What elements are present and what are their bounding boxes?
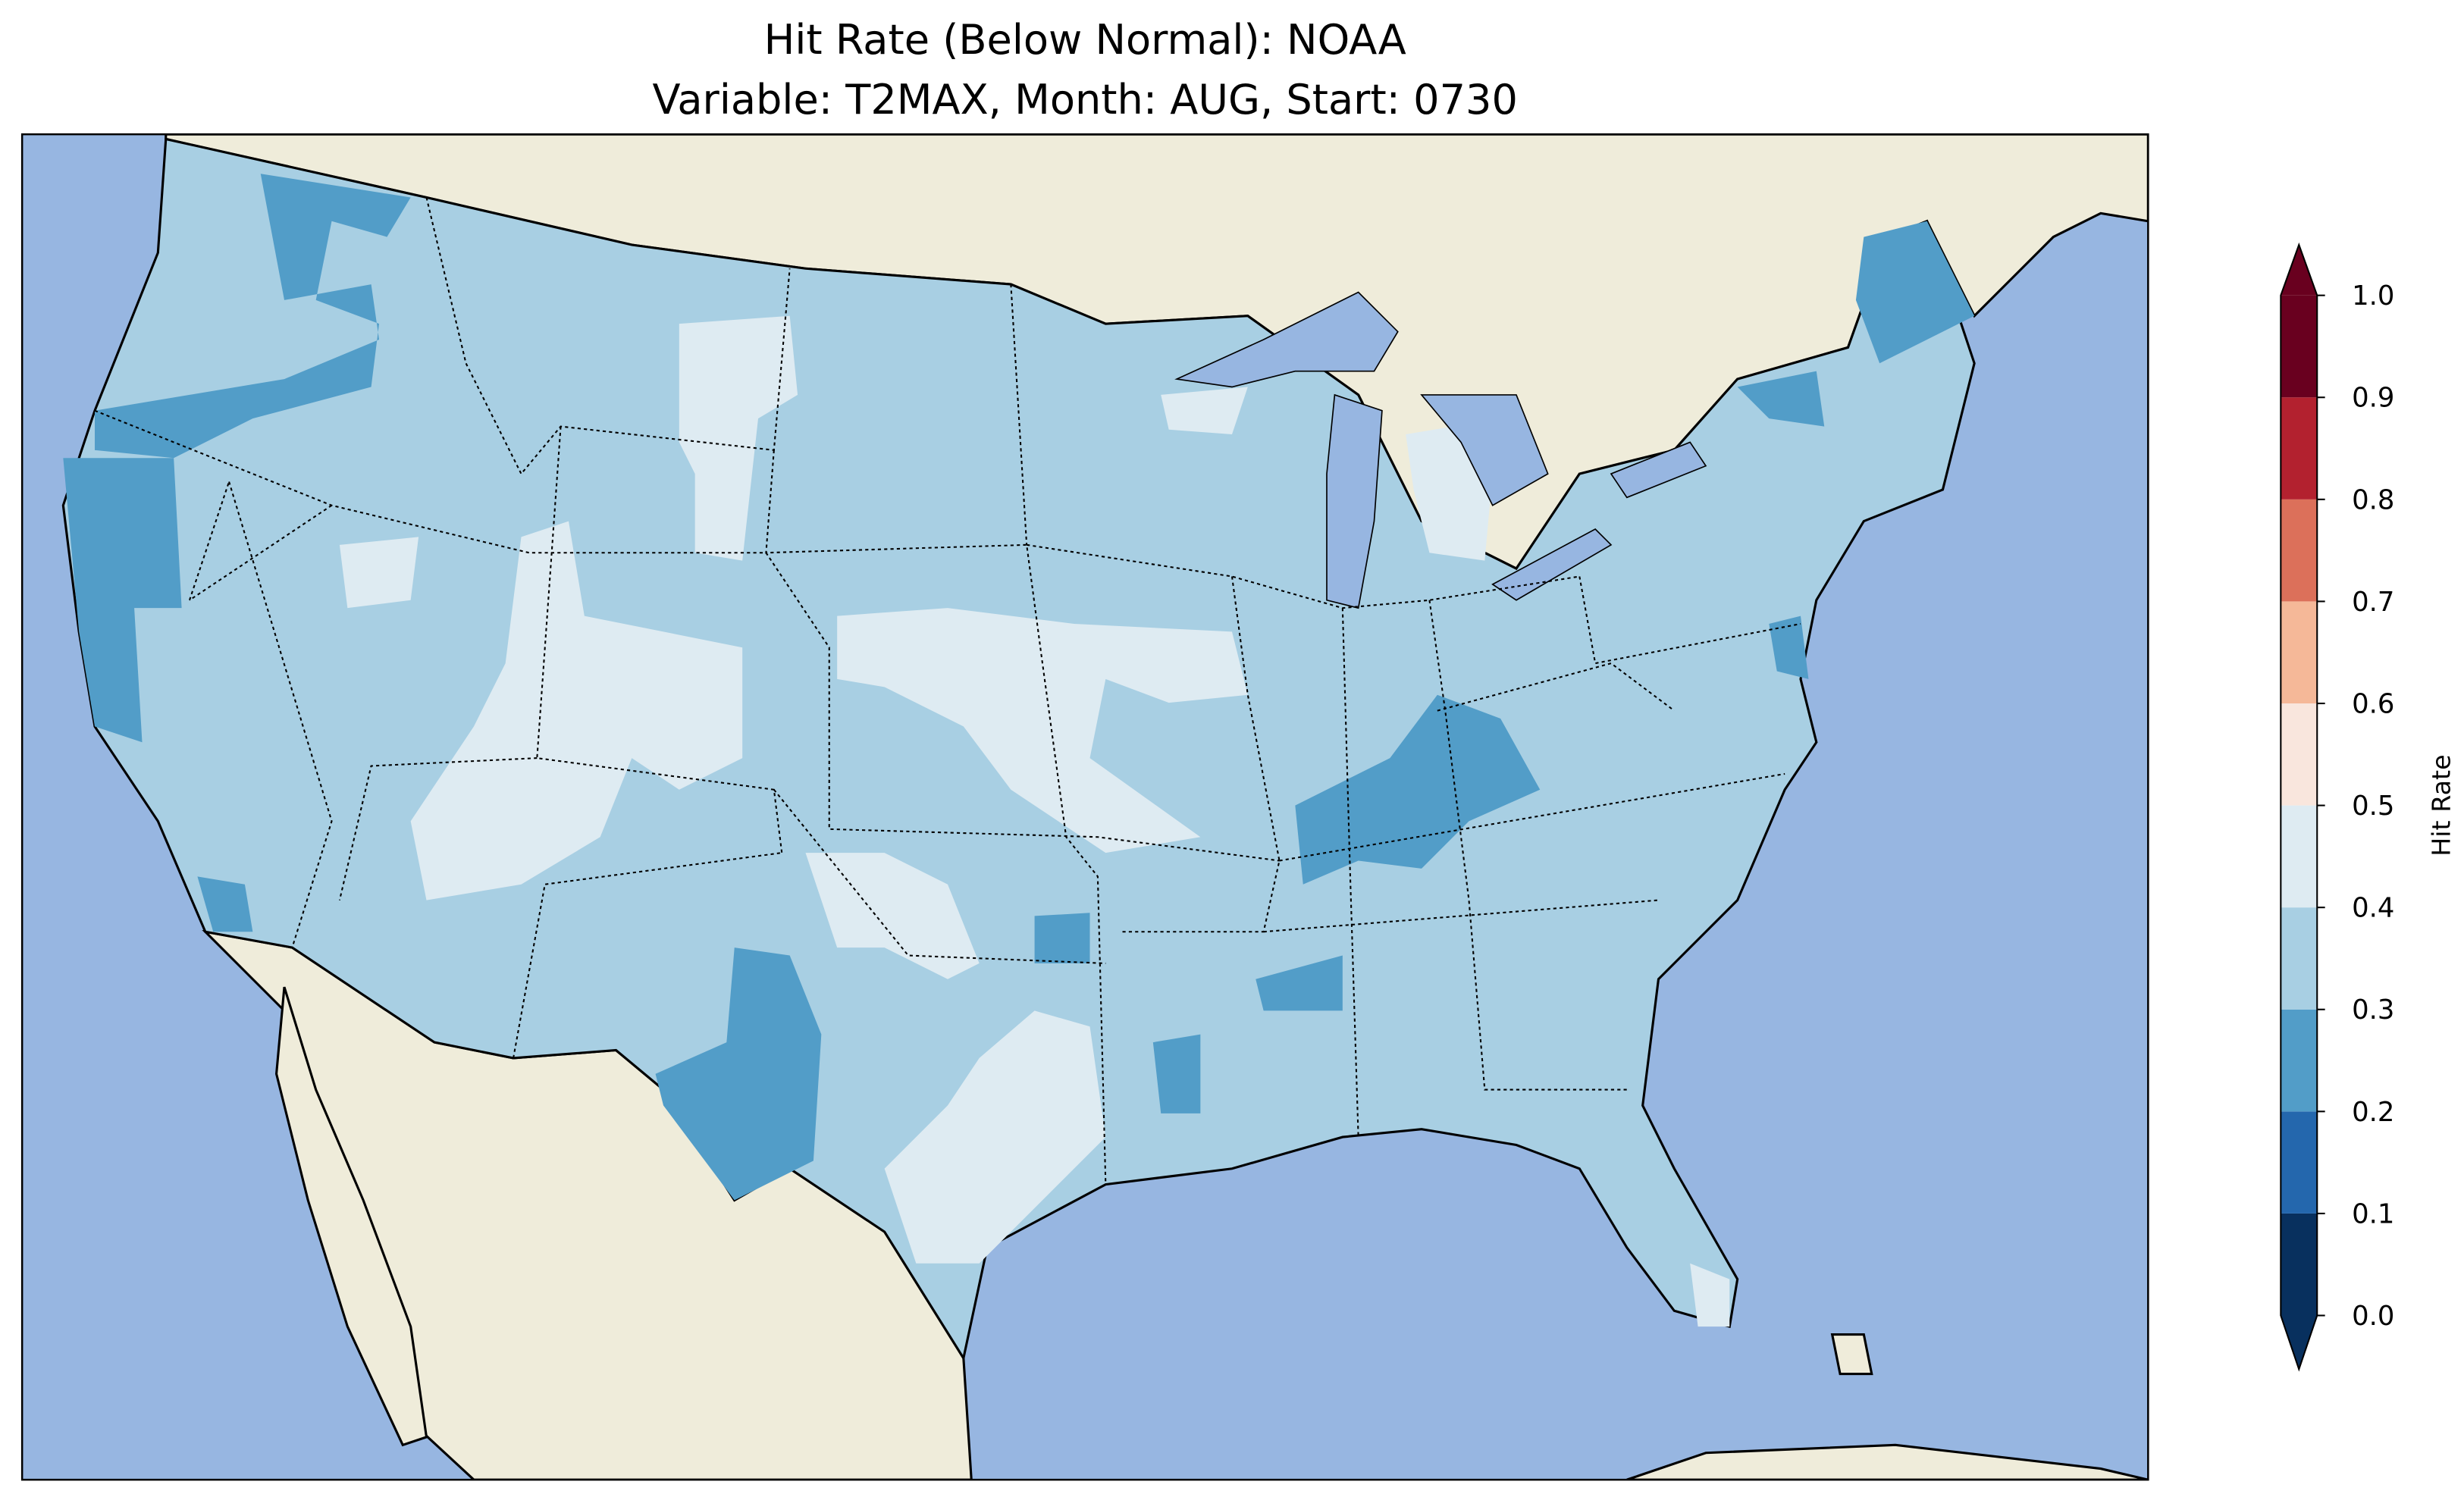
lake-michigan	[1326, 393, 1383, 609]
region-central-texas	[884, 1010, 1106, 1264]
region-pacific-northwest	[95, 174, 411, 459]
baja-land	[275, 986, 428, 1447]
map-axes	[20, 133, 2149, 1481]
colorbar-segment	[2281, 397, 2318, 500]
region-maine	[1855, 221, 1975, 364]
lake-superior	[1174, 291, 1399, 388]
colorbar-segment	[2281, 1213, 2318, 1316]
colorbar-segment	[2281, 1111, 2318, 1214]
colorbar-segment	[2281, 703, 2318, 806]
colorbar-tick-label: 0.6	[2352, 689, 2394, 720]
colorbar-tick-label: 0.9	[2352, 383, 2394, 414]
colorbar-tick-label: 0.8	[2352, 484, 2394, 515]
colorbar-tick-label: 0.3	[2352, 994, 2394, 1026]
colorbar-tick-label: 0.7	[2352, 587, 2394, 618]
region-new-york	[1737, 371, 1825, 427]
region-oklahoma	[1034, 913, 1090, 963]
colorbar-tick-label: 0.0	[2352, 1301, 2394, 1332]
chart-title-line-2: Variable: T2MAX, Month: AUG, Start: 0730	[653, 76, 1518, 124]
south-america-land	[1626, 1443, 2149, 1480]
region-kentucky	[1295, 694, 1541, 885]
lake-ontario	[1610, 441, 1707, 499]
colorbar-segment	[2281, 601, 2318, 703]
colorbar-tick-label: 0.4	[2352, 893, 2394, 924]
region-nevada	[339, 537, 419, 609]
colorbar-tick-label: 0.1	[2352, 1198, 2394, 1229]
colorbar-segment	[2281, 499, 2318, 602]
colorbar-extend-min	[2281, 1315, 2318, 1370]
colorbar-segment	[2281, 295, 2318, 398]
region-north-texas	[805, 853, 980, 979]
region-socal	[197, 876, 253, 932]
region-mountain-west	[410, 521, 743, 900]
colorbar: 0.0 0.1 0.2 0.3 0.4 0.5 0.6 0.7 0.8 0.9 1.0	[2280, 242, 2394, 1372]
region-west-texas	[655, 947, 822, 1201]
lake-erie	[1491, 528, 1613, 601]
region-louisiana	[1152, 1034, 1201, 1113]
lake-huron	[1420, 394, 1549, 506]
cuba-land	[1830, 1333, 1873, 1376]
region-central-plains	[837, 608, 1248, 853]
region-montana	[679, 315, 798, 561]
colorbar-label: Hit Rate	[2426, 754, 2456, 856]
colorbar-tick-label: 1.0	[2352, 280, 2394, 312]
state-borders	[94, 197, 1801, 1185]
region-upper-midwest	[1161, 387, 1248, 434]
chart-title-line-1: Hit Rate (Below Normal): NOAA	[764, 16, 1406, 64]
colorbar-segment	[2281, 907, 2318, 1010]
colorbar-segment	[2281, 805, 2318, 908]
colorbar-extend-max	[2281, 245, 2318, 296]
colorbar-segment	[2281, 1009, 2318, 1112]
region-mississippi	[1256, 955, 1343, 1011]
great-lakes	[1174, 291, 1707, 609]
region-california-coast	[63, 458, 182, 743]
region-delaware	[1769, 615, 1809, 679]
colorbar-tick-label: 0.2	[2352, 1097, 2394, 1128]
hit-rate-0.4-0.5-regions	[339, 315, 1730, 1327]
region-florida-keys	[1690, 1263, 1730, 1327]
map-frame	[20, 133, 2149, 1481]
colorbar-tick-label: 0.5	[2352, 791, 2394, 822]
hit-rate-0.2-0.3-regions	[63, 174, 1975, 1201]
